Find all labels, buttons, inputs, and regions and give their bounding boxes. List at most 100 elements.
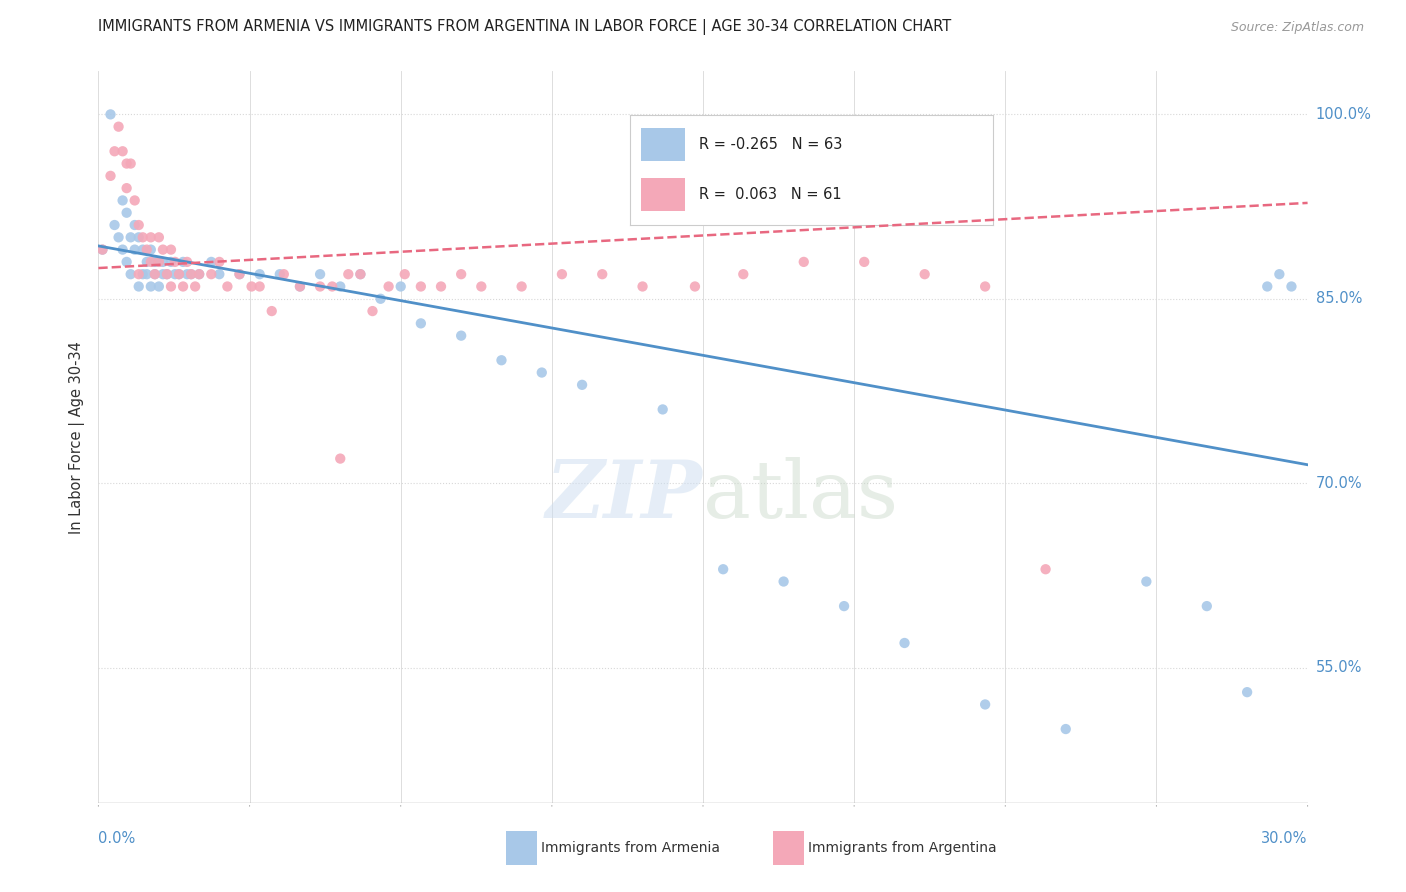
Point (156, 267, 179, 281)
Point (139, 279, 162, 293)
Point (288, 279, 311, 293)
Point (349, 267, 371, 281)
Text: 100.0%: 100.0% (1316, 107, 1372, 122)
Point (337, 267, 360, 281)
Point (208, 255, 231, 269)
Point (974, 279, 997, 293)
Point (321, 279, 343, 293)
Point (711, 562, 734, 576)
Point (651, 402, 673, 417)
Point (208, 267, 231, 281)
Point (143, 267, 166, 281)
Point (148, 279, 170, 293)
Point (135, 255, 157, 269)
Point (188, 267, 211, 281)
Point (409, 279, 432, 293)
Point (91, 243, 114, 257)
Point (135, 267, 157, 281)
Point (128, 267, 150, 281)
Point (120, 230, 142, 244)
Point (128, 230, 150, 244)
Point (450, 328, 472, 343)
Point (91, 243, 114, 257)
Point (1135, 574, 1157, 589)
Point (683, 279, 706, 293)
Point (143, 267, 166, 281)
Point (103, 145, 125, 159)
Point (172, 255, 194, 269)
Point (793, 255, 815, 269)
Point (1268, 267, 1291, 281)
Point (228, 267, 250, 281)
Point (349, 267, 371, 281)
Point (115, 181, 138, 195)
Point (1281, 279, 1303, 293)
Point (370, 292, 392, 306)
Point (772, 574, 794, 589)
Point (100, 107, 122, 121)
Point (115, 205, 138, 219)
Text: 0.0%: 0.0% (98, 831, 135, 846)
Point (329, 279, 352, 293)
Point (571, 377, 593, 392)
Point (115, 156, 138, 170)
Point (139, 255, 162, 269)
Point (510, 279, 533, 293)
Point (217, 279, 239, 293)
Text: 70.0%: 70.0% (1316, 475, 1362, 491)
Point (914, 267, 936, 281)
Text: 85.0%: 85.0% (1316, 292, 1362, 306)
Point (1195, 599, 1218, 613)
Point (124, 243, 146, 257)
Point (1236, 685, 1258, 699)
Point (107, 230, 129, 244)
Point (733, 267, 755, 281)
Point (111, 145, 134, 159)
Point (139, 243, 162, 257)
Point (491, 353, 513, 368)
Point (200, 267, 222, 281)
Point (176, 255, 198, 269)
Point (273, 267, 295, 281)
Point (124, 194, 146, 208)
Point (103, 218, 125, 232)
Point (309, 267, 332, 281)
Point (631, 279, 654, 293)
Point (409, 317, 432, 331)
Point (309, 279, 332, 293)
Point (152, 267, 174, 281)
Point (160, 243, 183, 257)
Point (124, 218, 146, 232)
Point (228, 267, 250, 281)
Point (148, 255, 170, 269)
Point (167, 267, 190, 281)
Point (249, 279, 271, 293)
Point (832, 599, 855, 613)
Point (160, 279, 183, 293)
Point (120, 267, 142, 281)
Point (269, 267, 291, 281)
Point (156, 267, 179, 281)
Point (148, 230, 170, 244)
Point (450, 267, 472, 281)
Point (128, 218, 150, 232)
Point (389, 279, 412, 293)
Point (152, 255, 174, 269)
Point (111, 243, 134, 257)
Point (591, 267, 613, 281)
Point (152, 243, 174, 257)
Point (115, 255, 138, 269)
Point (139, 230, 162, 244)
Point (120, 156, 142, 170)
Point (128, 279, 150, 293)
Point (143, 255, 166, 269)
Point (530, 366, 553, 380)
Text: Immigrants from Armenia: Immigrants from Armenia (541, 841, 720, 855)
Text: Immigrants from Argentina: Immigrants from Argentina (808, 841, 997, 855)
Point (361, 304, 384, 318)
Point (249, 267, 271, 281)
Point (430, 279, 453, 293)
Point (163, 267, 186, 281)
Point (184, 279, 207, 293)
Point (1035, 562, 1057, 576)
